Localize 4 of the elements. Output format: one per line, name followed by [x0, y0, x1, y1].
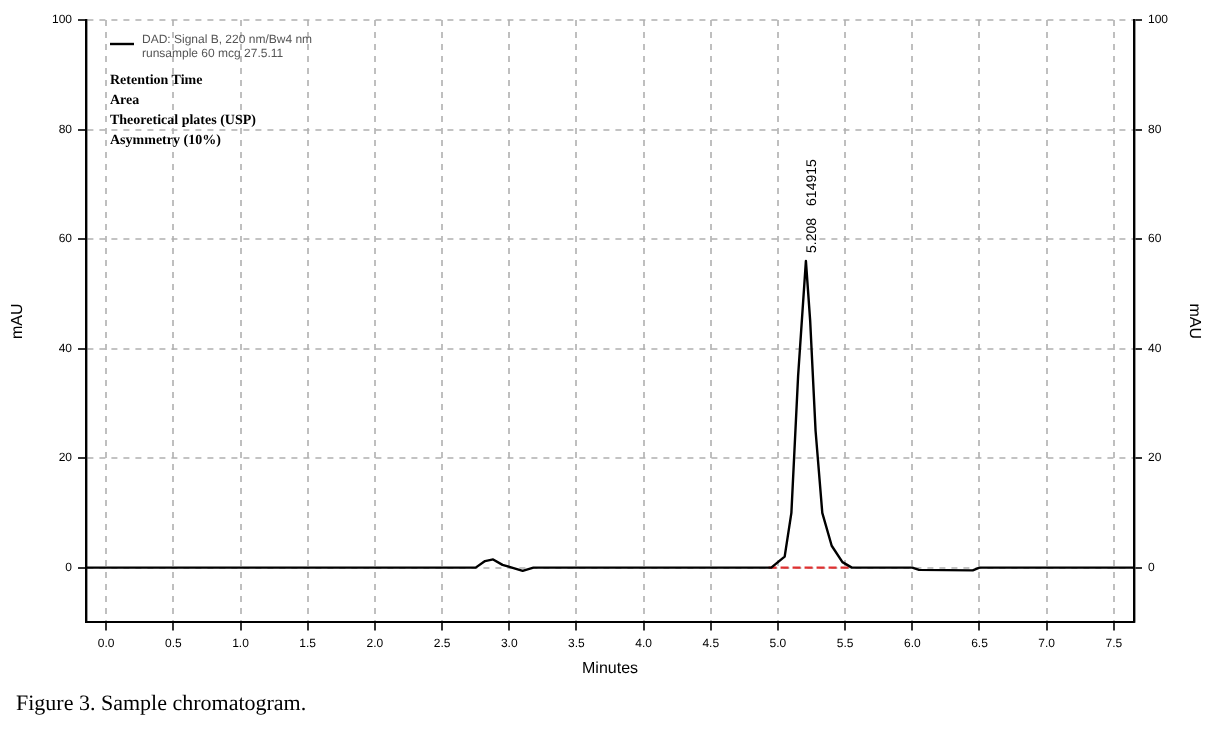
y2-axis-title: mAU — [1185, 303, 1204, 340]
y-axis-title: mAU — [8, 302, 27, 339]
caption: Figure 3. Sample chromatogram. — [14, 690, 309, 716]
x-axis-title: Minutes — [581, 658, 639, 677]
